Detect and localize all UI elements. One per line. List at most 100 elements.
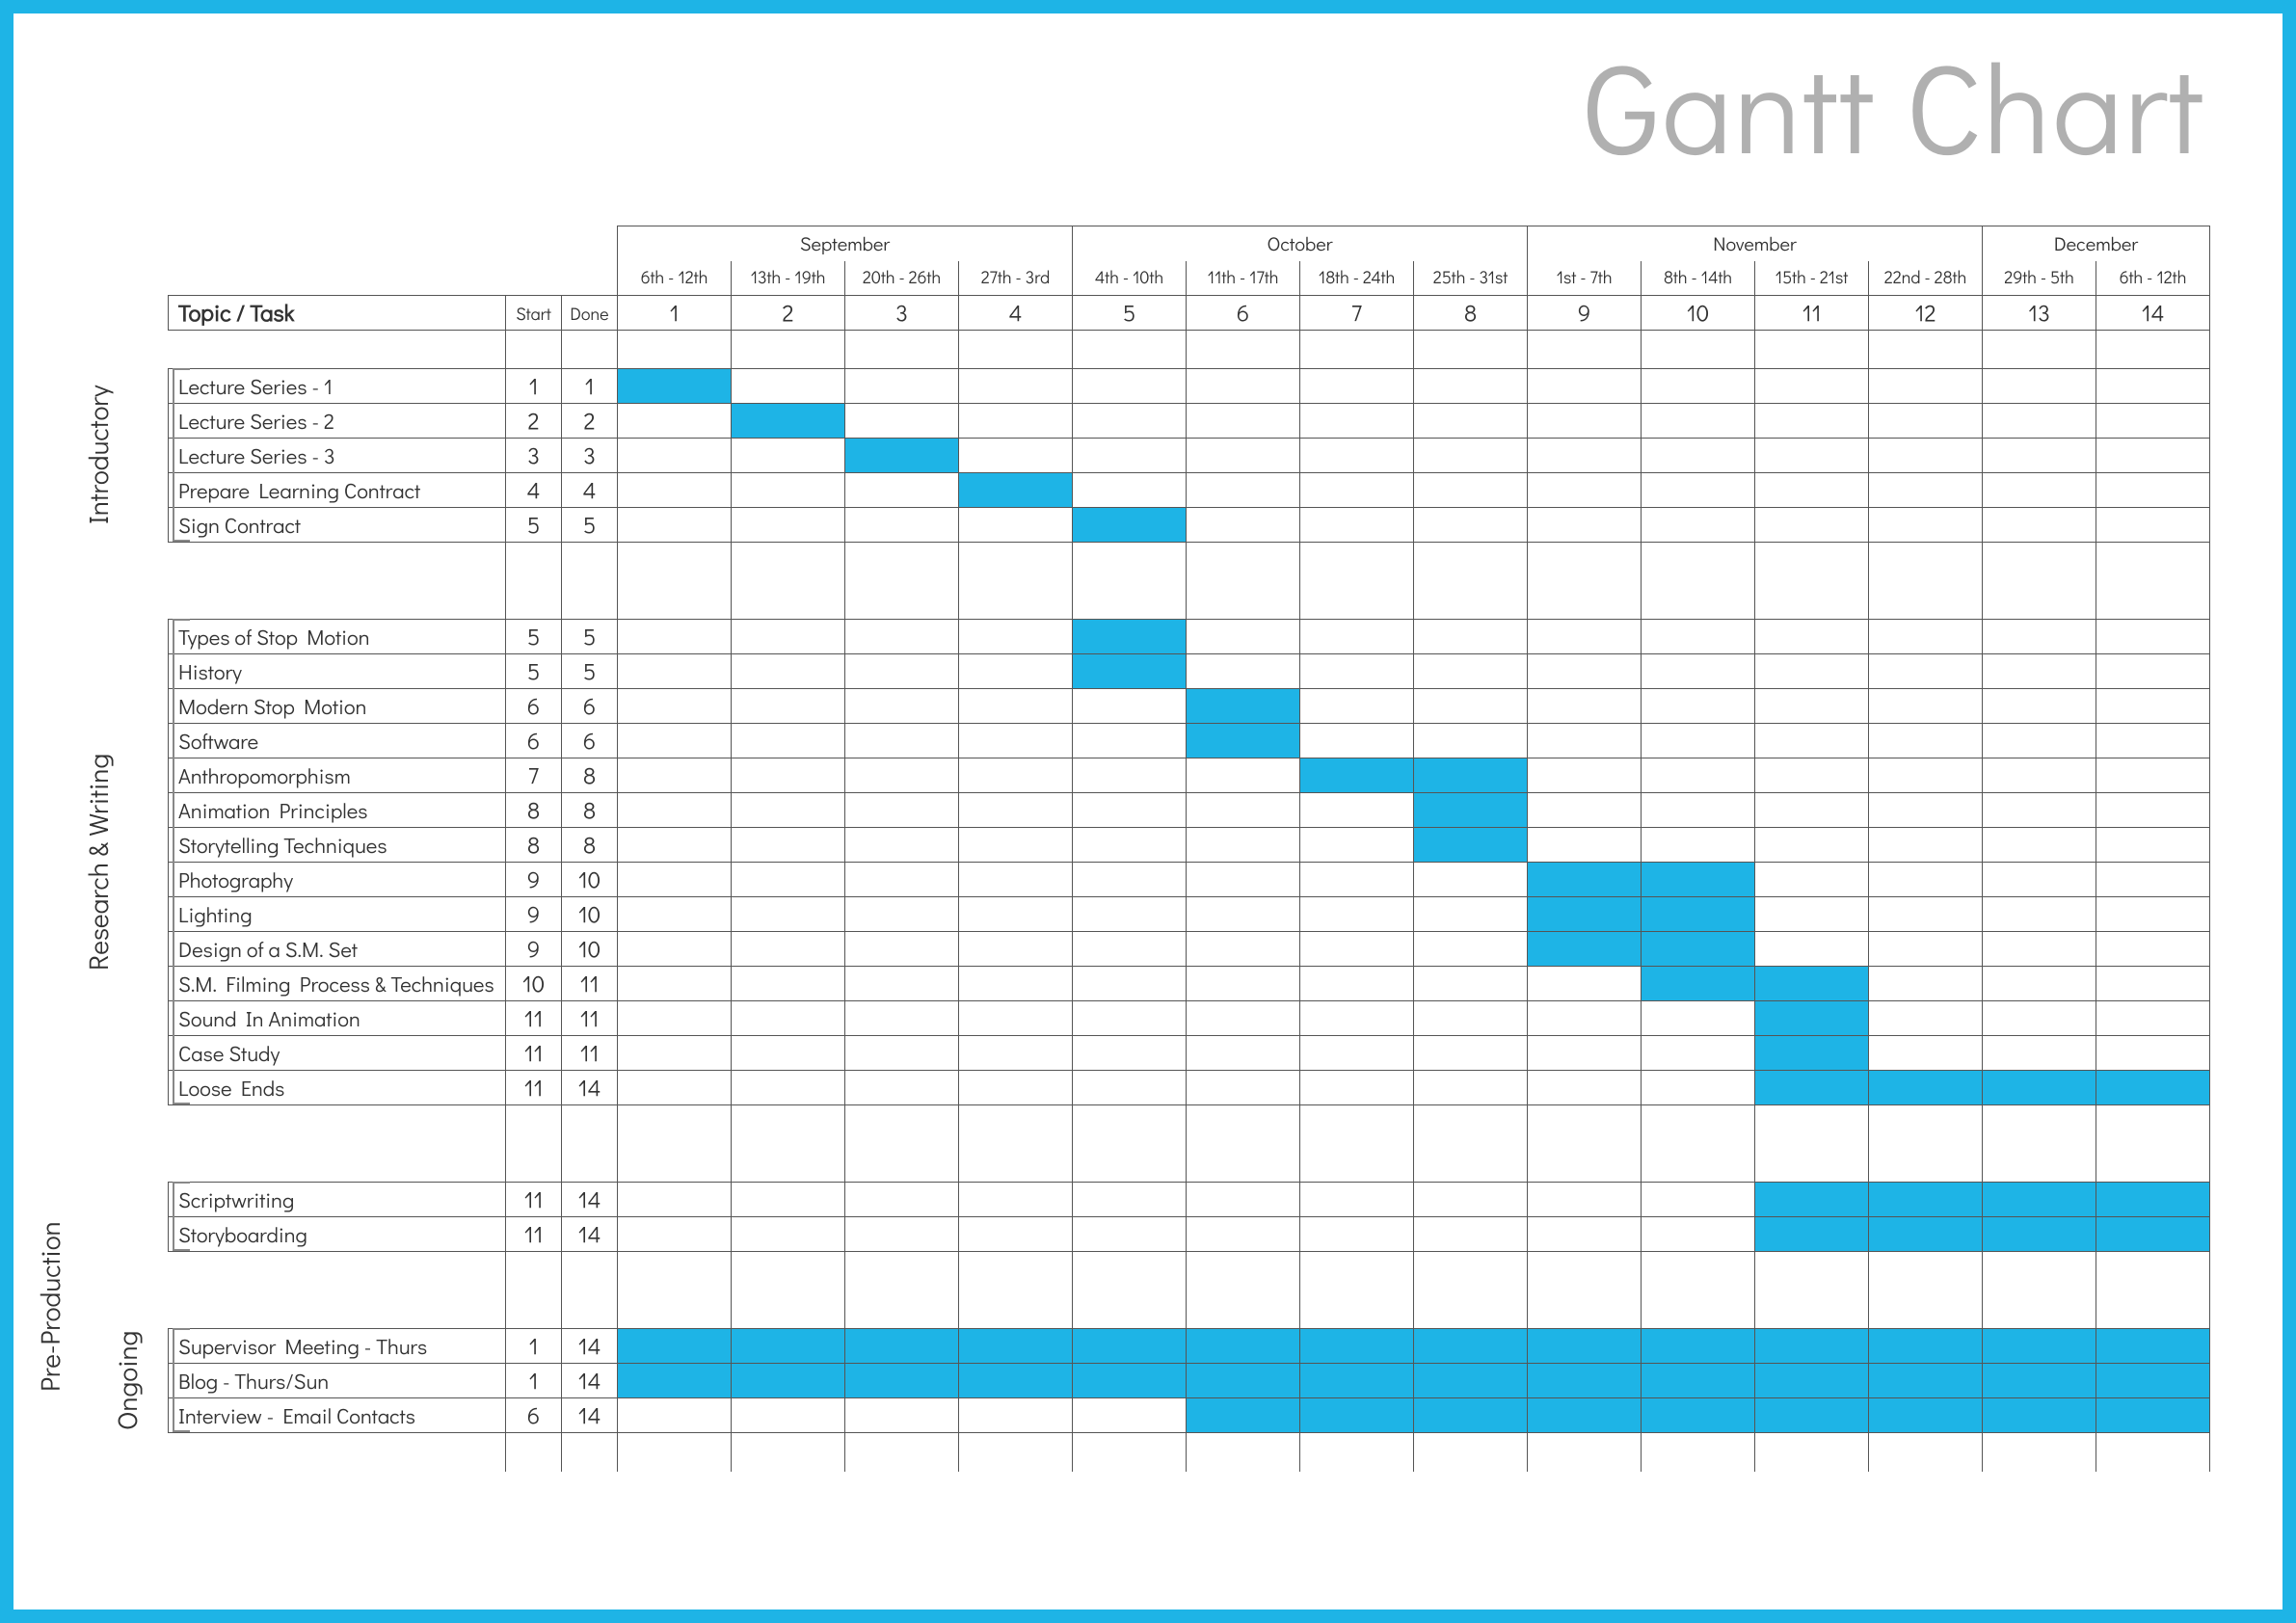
gantt-cell [1300,439,1414,473]
gantt-cell [1528,1364,1642,1398]
gantt-cell [1869,473,1983,508]
gantt-cell [1187,1036,1300,1071]
table-row: Design of a S.M. Set910 [169,932,2210,967]
task-start-cell: 11 [506,1217,562,1252]
gantt-cell [732,1364,845,1398]
gantt-cell [2096,828,2210,863]
week-range-header: 22nd - 28th [1869,261,1983,296]
gantt-cell [618,1398,732,1433]
gantt-cell [959,1364,1073,1398]
table-row: Lecture Series - 222 [169,404,2210,439]
gantt-cell [1300,932,1414,967]
task-start-cell: 6 [506,724,562,758]
gantt-cell [959,897,1073,932]
start-header: Start [506,296,562,331]
gantt-cell [1073,508,1187,543]
gantt-cell [1300,724,1414,758]
gantt-cell [1073,1183,1187,1217]
gantt-cell [959,793,1073,828]
task-start-cell: 5 [506,508,562,543]
table-row: Storyboarding1114 [169,1217,2210,1252]
gantt-cell [1300,654,1414,689]
gantt-cell [959,932,1073,967]
gantt-cell [845,689,959,724]
table-row: Types of Stop Motion55 [169,620,2210,654]
gantt-cell [1983,1329,2096,1364]
gantt-cell [1073,897,1187,932]
gantt-cell [2096,1183,2210,1217]
week-range-header: 8th - 14th [1642,261,1755,296]
task-done-cell: 11 [562,1001,618,1036]
gantt-cell [732,863,845,897]
gantt-cell [1869,1398,1983,1433]
gantt-cell [1755,758,1869,793]
gantt-cell [618,1183,732,1217]
gantt-cell [1300,828,1414,863]
gantt-cell [845,1217,959,1252]
gantt-cell [845,1036,959,1071]
gantt-cell [1755,1001,1869,1036]
gantt-cell [732,932,845,967]
gantt-cell [1300,1183,1414,1217]
gantt-cell [1642,724,1755,758]
week-range-header: 27th - 3rd [959,261,1073,296]
table-row: Lighting910 [169,897,2210,932]
gantt-cell [1983,828,2096,863]
gantt-cell [1300,473,1414,508]
gantt-cell [1073,473,1187,508]
week-number-header: 1 [618,296,732,331]
gantt-cell [1642,369,1755,404]
gantt-cell [618,620,732,654]
gantt-cell [845,932,959,967]
gantt-cell [1983,1398,2096,1433]
gantt-cell [1642,897,1755,932]
gantt-cell [1869,620,1983,654]
gantt-cell [1414,473,1528,508]
gantt-cell [2096,897,2210,932]
gantt-cell [1187,508,1300,543]
gantt-cell [1187,758,1300,793]
task-header: Topic / Task [169,296,506,331]
task-done-cell: 4 [562,473,618,508]
gantt-cell [1187,897,1300,932]
task-start-cell: 9 [506,897,562,932]
gantt-cell [959,1071,1073,1105]
gantt-cell [1528,724,1642,758]
section-bracket [173,1182,190,1251]
gantt-cell [959,473,1073,508]
gantt-cell [1983,967,2096,1001]
gantt-cell [618,1036,732,1071]
gantt-cell [1414,863,1528,897]
task-start-cell: 4 [506,473,562,508]
gantt-cell [1187,404,1300,439]
gantt-cell [1528,1036,1642,1071]
gantt-cell [1414,1001,1528,1036]
gantt-cell [732,689,845,724]
gantt-cell [1983,473,2096,508]
gantt-cell [1187,1217,1300,1252]
gantt-cell [1414,828,1528,863]
gantt-cell [959,1036,1073,1071]
gantt-cell [1300,404,1414,439]
gantt-cell [732,1398,845,1433]
section-bracket [173,368,190,542]
month-header: September [618,226,1073,261]
gantt-cell [1755,689,1869,724]
task-done-cell: 3 [562,439,618,473]
gantt-cell [1300,1364,1414,1398]
gantt-cell [959,508,1073,543]
gantt-cell [1073,654,1187,689]
task-done-cell: 6 [562,689,618,724]
task-name-cell: Loose Ends [169,1071,506,1105]
task-start-cell: 6 [506,1398,562,1433]
gantt-cell [732,508,845,543]
gantt-cell [618,439,732,473]
gantt-cell [1073,1329,1187,1364]
gantt-cell [1642,793,1755,828]
section-labels-column: IntroductoryResearch & WritingPre-Produc… [62,226,168,1472]
gantt-cell [1073,404,1187,439]
chart-wrap: IntroductoryResearch & WritingPre-Produc… [62,226,2234,1472]
gantt-cell [1642,1036,1755,1071]
week-number-header: 9 [1528,296,1642,331]
gantt-cell [732,1071,845,1105]
